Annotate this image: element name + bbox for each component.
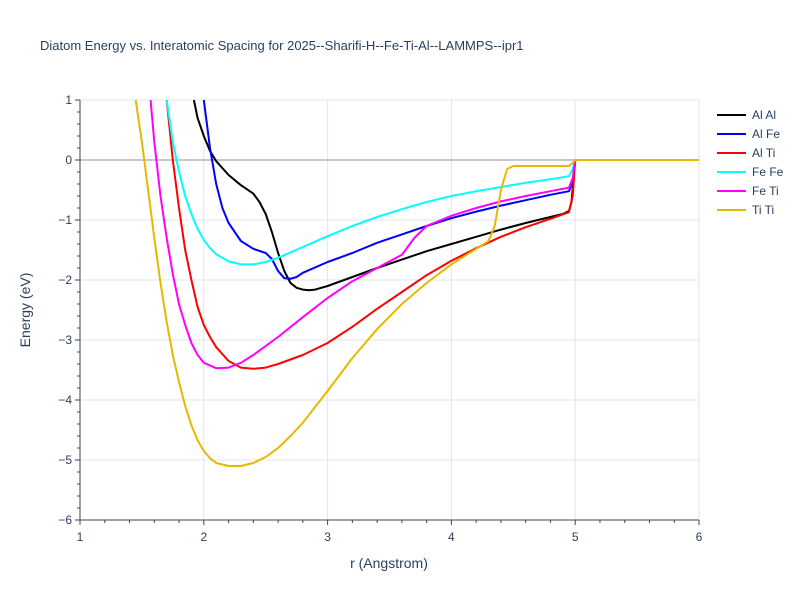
series-line-al-ti	[165, 100, 699, 370]
legend: Al Al Al Fe Al Ti Fe Fe Fe Ti Ti Ti	[717, 108, 784, 217]
y-tick-label: −2	[58, 273, 72, 287]
series-line-al-fe	[202, 100, 699, 280]
legend-item: Al Fe	[717, 127, 780, 141]
series-line-fe-fe	[165, 100, 699, 266]
x-tick-label: 2	[200, 530, 207, 544]
series-lines	[134, 100, 699, 467]
series-line-ti-ti	[134, 100, 699, 467]
legend-item: Fe Ti	[717, 184, 779, 198]
y-tick-label: −6	[58, 513, 72, 527]
y-tick-label: 0	[65, 153, 72, 167]
chart-title: Diatom Energy vs. Interatomic Spacing fo…	[40, 38, 524, 53]
x-tick-label: 3	[324, 530, 331, 544]
y-axis-title: Energy (eV)	[17, 273, 33, 348]
legend-label: Al Al	[752, 108, 776, 122]
x-tick-label: 1	[77, 530, 84, 544]
legend-item: Ti Ti	[717, 203, 774, 217]
y-tick-label: −1	[58, 213, 72, 227]
legend-label: Al Fe	[752, 127, 780, 141]
y-tick-label: 1	[65, 93, 72, 107]
axes	[75, 99, 700, 525]
x-axis-title: r (Angstrom)	[350, 555, 428, 571]
series-line-al-al	[192, 100, 699, 292]
x-tick-label: 6	[696, 530, 703, 544]
legend-item: Al Al	[717, 108, 776, 122]
y-tick-label: −5	[58, 453, 72, 467]
y-tick-label: −3	[58, 333, 72, 347]
legend-item: Al Ti	[717, 146, 775, 160]
x-tick-label: 5	[572, 530, 579, 544]
tick-labels: 1 2 3 4 5 6 1 0 −1 −2 −3 −4 −5 −6	[58, 93, 702, 544]
legend-label: Al Ti	[752, 146, 775, 160]
legend-label: Fe Fe	[752, 165, 784, 179]
x-tick-label: 4	[448, 530, 455, 544]
legend-item: Fe Fe	[717, 165, 784, 179]
legend-label: Fe Ti	[752, 184, 779, 198]
y-tick-label: −4	[58, 393, 72, 407]
legend-label: Ti Ti	[752, 203, 774, 217]
series-line-fe-ti	[149, 100, 699, 370]
